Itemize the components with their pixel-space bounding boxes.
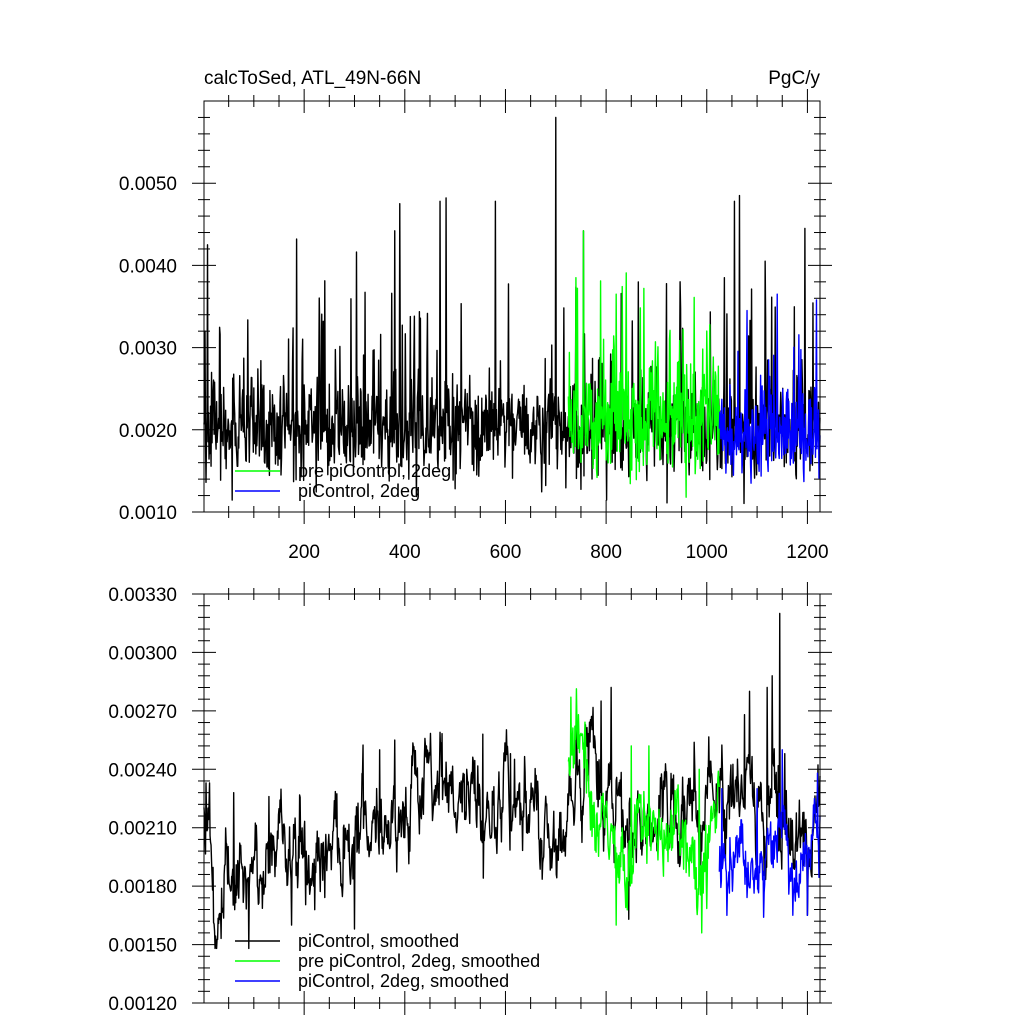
top-legend-label-2: piControl, 2deg <box>298 481 420 501</box>
bottom-legend-label-1: piControl, smoothed <box>298 931 459 951</box>
y-tick-label: 0.00240 <box>108 760 177 781</box>
y-tick-label: 0.00270 <box>108 702 177 723</box>
bottom-series-lines <box>203 612 821 950</box>
bottom-plot-frame <box>203 593 821 1004</box>
chart-title: calcToSed, ATL_49N-66N <box>204 68 421 89</box>
bottom-legend-label-2: pre piControl, 2deg, smoothed <box>298 951 540 971</box>
top-plot-frame <box>203 100 821 513</box>
y-tick-label: 0.0020 <box>119 421 177 442</box>
bottom-legend-label-3: piControl, 2deg, smoothed <box>298 971 509 991</box>
y-tick-label: 0.00330 <box>108 585 177 606</box>
bottom-series-blue-line <box>718 749 821 918</box>
bottom-panel: 0.00120 0.00150 0.00180 0.00210 0.00240 0.002… <box>108 582 832 1015</box>
x-tick-label: 400 <box>389 542 421 563</box>
y-tick-label: 0.00120 <box>108 994 177 1015</box>
bottom-series-green-line <box>567 688 721 934</box>
bottom-y-tick-labels: 0.00120 0.00150 0.00180 0.00210 0.00240 0.002… <box>108 585 177 1015</box>
top-panel: 0.0010 0.0020 0.0030 0.0040 0.0050 200 400 600… <box>119 89 832 563</box>
top-legend: pre piControl, 2deg piControl, 2deg <box>235 461 451 501</box>
y-tick-label: 0.00300 <box>108 643 177 664</box>
y-tick-label: 0.0040 <box>119 256 177 277</box>
x-tick-label: 600 <box>490 542 522 563</box>
x-tick-label: 200 <box>288 542 320 563</box>
bottom-legend: piControl, smoothed pre piControl, 2deg,… <box>235 931 540 991</box>
y-tick-label: 0.00180 <box>108 877 177 898</box>
y-tick-label: 0.0050 <box>119 174 177 195</box>
x-tick-label: 800 <box>590 542 622 563</box>
top-series-lines <box>203 116 821 505</box>
top-series-blue-line <box>718 293 821 484</box>
top-series-black-line <box>203 116 821 505</box>
y-tick-label: 0.0030 <box>119 339 177 360</box>
top-series-green-line <box>567 230 721 498</box>
top-x-tick-labels: 200 400 600 800 1000 1200 <box>288 542 828 563</box>
y-tick-label: 0.00210 <box>108 819 177 840</box>
x-tick-label: 1200 <box>786 542 828 563</box>
x-tick-label: 1000 <box>686 542 728 563</box>
units-label: PgC/y <box>768 68 820 89</box>
y-tick-label: 0.00150 <box>108 936 177 957</box>
top-legend-label-1: pre piControl, 2deg <box>298 461 451 481</box>
top-y-tick-labels: 0.0010 0.0020 0.0030 0.0040 0.0050 <box>119 174 177 524</box>
y-tick-label: 0.0010 <box>119 503 177 524</box>
